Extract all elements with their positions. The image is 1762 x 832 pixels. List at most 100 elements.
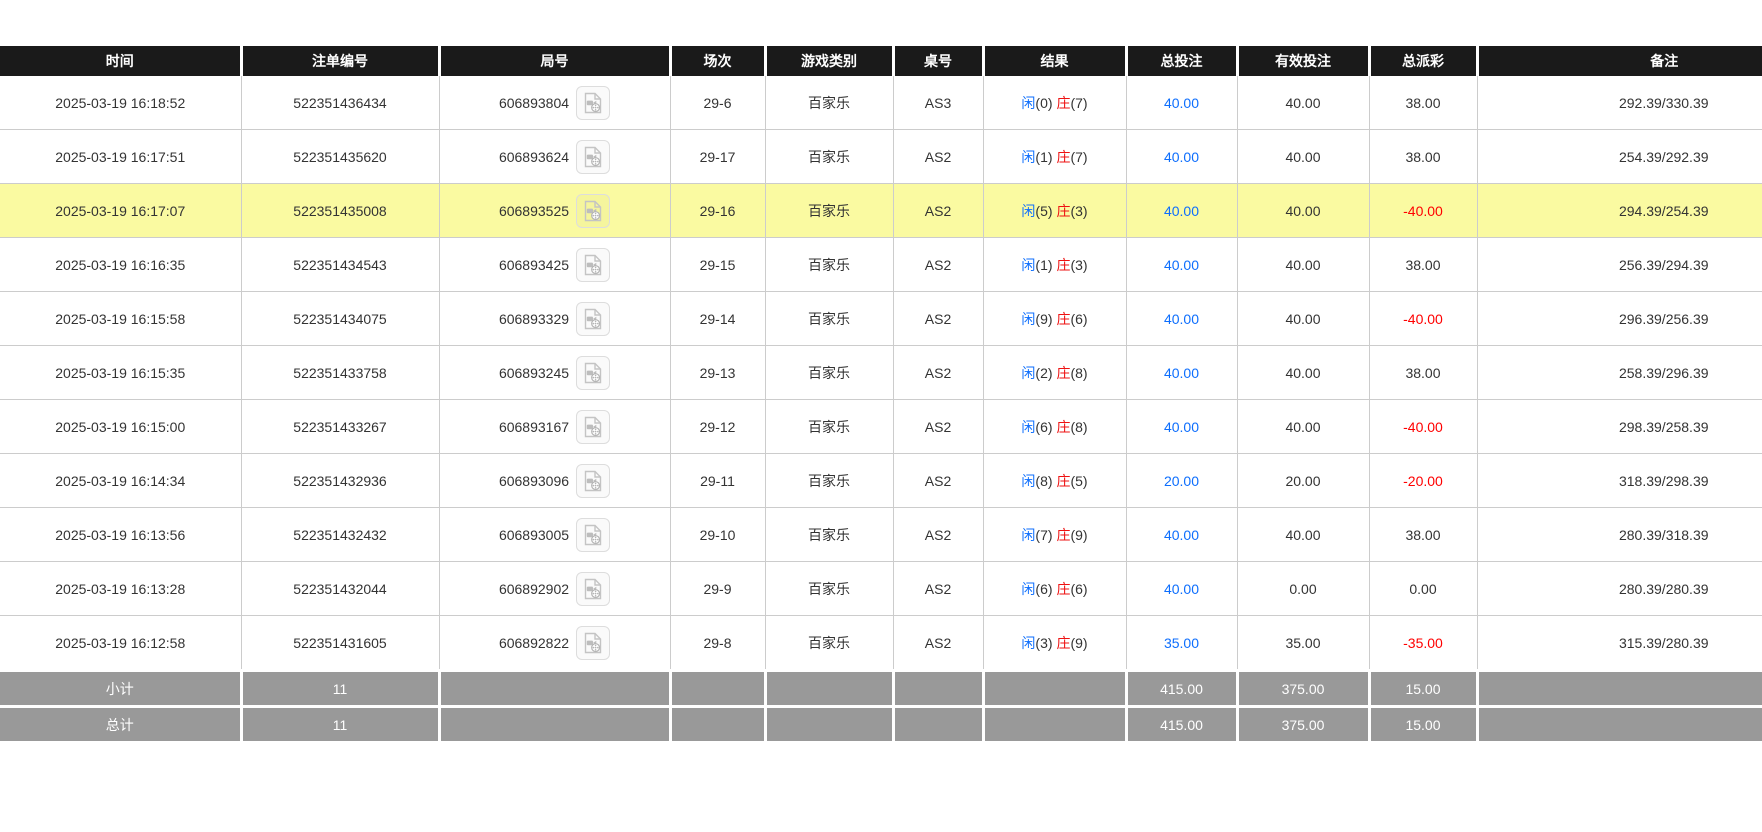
bet-id: 522351436434 (293, 94, 387, 111)
table-row[interactable]: 2025-03-19 16:15:35 522351433758 6068932… (0, 345, 1762, 400)
cell-result: 闲(3) 庄(9) (982, 615, 1127, 671)
summary-empty-cell (893, 669, 985, 708)
player-label: 闲 (1021, 256, 1036, 273)
video-replay-button[interactable] (576, 463, 611, 498)
total-bet-link[interactable]: 40.00 (1163, 94, 1200, 111)
summary-empty-cell (765, 669, 895, 708)
video-replay-button[interactable] (576, 625, 611, 660)
bet-id: 522351435620 (293, 148, 387, 165)
table-row[interactable]: 2025-03-19 16:14:34 522351432936 6068930… (0, 453, 1762, 508)
cell-bet-id: 522351435008 (240, 183, 440, 238)
header-time: 时间 (0, 46, 243, 76)
total-bet-link[interactable]: 40.00 (1163, 256, 1200, 273)
table-row[interactable]: 2025-03-19 16:16:35 522351434543 6068934… (0, 237, 1762, 292)
game-type: 百家乐 (808, 418, 850, 435)
table-row[interactable]: 2025-03-19 16:17:07 522351435008 6068935… (0, 183, 1762, 238)
valid-bet: 40.00 (1285, 310, 1321, 327)
session-number: 29-16 (699, 202, 736, 219)
round-id: 606893005 (498, 526, 570, 543)
table-row[interactable]: 2025-03-19 16:12:58 522351431605 6068928… (0, 615, 1762, 671)
bet-time: 2025-03-19 16:14:34 (55, 472, 186, 489)
player-score: (3) (1035, 634, 1053, 651)
remark-value: 294.39/254.39 (1618, 202, 1709, 219)
table-number: AS2 (924, 364, 952, 381)
cell-bet-id: 522351431605 (240, 615, 440, 671)
video-replay-button[interactable] (576, 247, 611, 282)
video-replay-button[interactable] (576, 409, 611, 444)
total-bet-link[interactable]: 35.00 (1163, 634, 1200, 651)
header-total-bet: 总投注 (1126, 46, 1239, 76)
video-replay-icon (584, 632, 602, 653)
remark-value: 318.39/298.39 (1618, 472, 1709, 489)
total-bet-link[interactable]: 40.00 (1163, 364, 1200, 381)
table-row[interactable]: 2025-03-19 16:13:28 522351432044 6068929… (0, 561, 1762, 616)
player-label: 闲 (1021, 634, 1036, 651)
summary-empty-cell (1477, 705, 1762, 741)
table-row[interactable]: 2025-03-19 16:18:52 522351436434 6068938… (0, 76, 1762, 130)
table-row[interactable]: 2025-03-19 16:15:00 522351433267 6068931… (0, 399, 1762, 454)
summary-empty-cell (983, 669, 1128, 708)
summary-empty-cell (1477, 669, 1762, 708)
player-score: (5) (1035, 202, 1053, 219)
valid-bet: 40.00 (1285, 202, 1321, 219)
payout-value: 38.00 (1405, 148, 1441, 165)
summary-count-cell: 11 (241, 669, 441, 708)
cell-total-bet: 40.00 (1125, 76, 1238, 130)
cell-bet-id: 522351434543 (240, 237, 440, 292)
cell-time: 2025-03-19 16:13:28 (0, 561, 242, 616)
bet-id: 522351433758 (293, 364, 387, 381)
summary-row: 总计 11 415.00 375.00 15.00 (0, 705, 1762, 741)
table-row[interactable]: 2025-03-19 16:15:58 522351434075 6068933… (0, 291, 1762, 346)
total-bet-link[interactable]: 40.00 (1163, 202, 1200, 219)
payout-value: -40.00 (1403, 202, 1443, 219)
cell-result: 闲(7) 庄(9) (982, 507, 1127, 562)
bet-time: 2025-03-19 16:18:52 (55, 94, 186, 111)
cell-remark: 280.39/280.39 (1476, 561, 1762, 616)
total-bet-link[interactable]: 40.00 (1163, 310, 1200, 327)
video-replay-button[interactable] (576, 355, 611, 390)
player-score: (6) (1035, 580, 1053, 597)
total-bet-link[interactable]: 40.00 (1163, 418, 1200, 435)
cell-valid-bet: 0.00 (1236, 561, 1370, 616)
cell-time: 2025-03-19 16:16:35 (0, 237, 242, 292)
result-value: 闲(1) 庄(7) (1021, 149, 1087, 165)
bet-time: 2025-03-19 16:12:58 (55, 634, 186, 651)
video-replay-button[interactable] (576, 85, 611, 120)
summary-label: 小计 (105, 680, 134, 697)
player-score: (9) (1035, 310, 1053, 327)
banker-score: (7) (1070, 94, 1088, 111)
round-id: 606893167 (498, 418, 570, 435)
video-replay-button[interactable] (576, 517, 611, 552)
payout-value: -40.00 (1403, 418, 1443, 435)
summary-label-cell: 总计 (0, 705, 243, 741)
bet-id: 522351432936 (293, 472, 387, 489)
cell-round: 606893329 (438, 291, 671, 346)
summary-empty-cell (893, 705, 985, 741)
bet-id: 522351432044 (293, 580, 387, 597)
player-label: 闲 (1021, 94, 1036, 111)
table-row[interactable]: 2025-03-19 16:17:51 522351435620 6068936… (0, 129, 1762, 184)
cell-round: 606892822 (438, 615, 671, 671)
total-bet-link[interactable]: 40.00 (1163, 148, 1200, 165)
cell-result: 闲(6) 庄(6) (982, 561, 1127, 616)
total-bet-link[interactable]: 20.00 (1163, 472, 1200, 489)
remark-value: 256.39/294.39 (1618, 256, 1709, 273)
bet-id: 522351432432 (293, 526, 387, 543)
table-row[interactable]: 2025-03-19 16:13:56 522351432432 6068930… (0, 507, 1762, 562)
valid-bet: 40.00 (1285, 94, 1321, 111)
table-number: AS3 (924, 94, 952, 111)
cell-round: 606893245 (438, 345, 671, 400)
cell-total-bet: 40.00 (1125, 345, 1238, 400)
table-number: AS2 (924, 148, 952, 165)
banker-label: 庄 (1056, 364, 1071, 381)
video-replay-button[interactable] (576, 301, 611, 336)
video-replay-button[interactable] (576, 571, 611, 606)
banker-score: (3) (1070, 202, 1088, 219)
total-bet-link[interactable]: 40.00 (1163, 580, 1200, 597)
video-replay-button[interactable] (576, 139, 611, 174)
video-replay-button[interactable] (576, 193, 611, 228)
cell-session: 29-16 (669, 183, 766, 238)
result-value: 闲(7) 庄(9) (1021, 527, 1087, 543)
total-bet-link[interactable]: 40.00 (1163, 526, 1200, 543)
cell-session: 29-6 (669, 76, 766, 130)
